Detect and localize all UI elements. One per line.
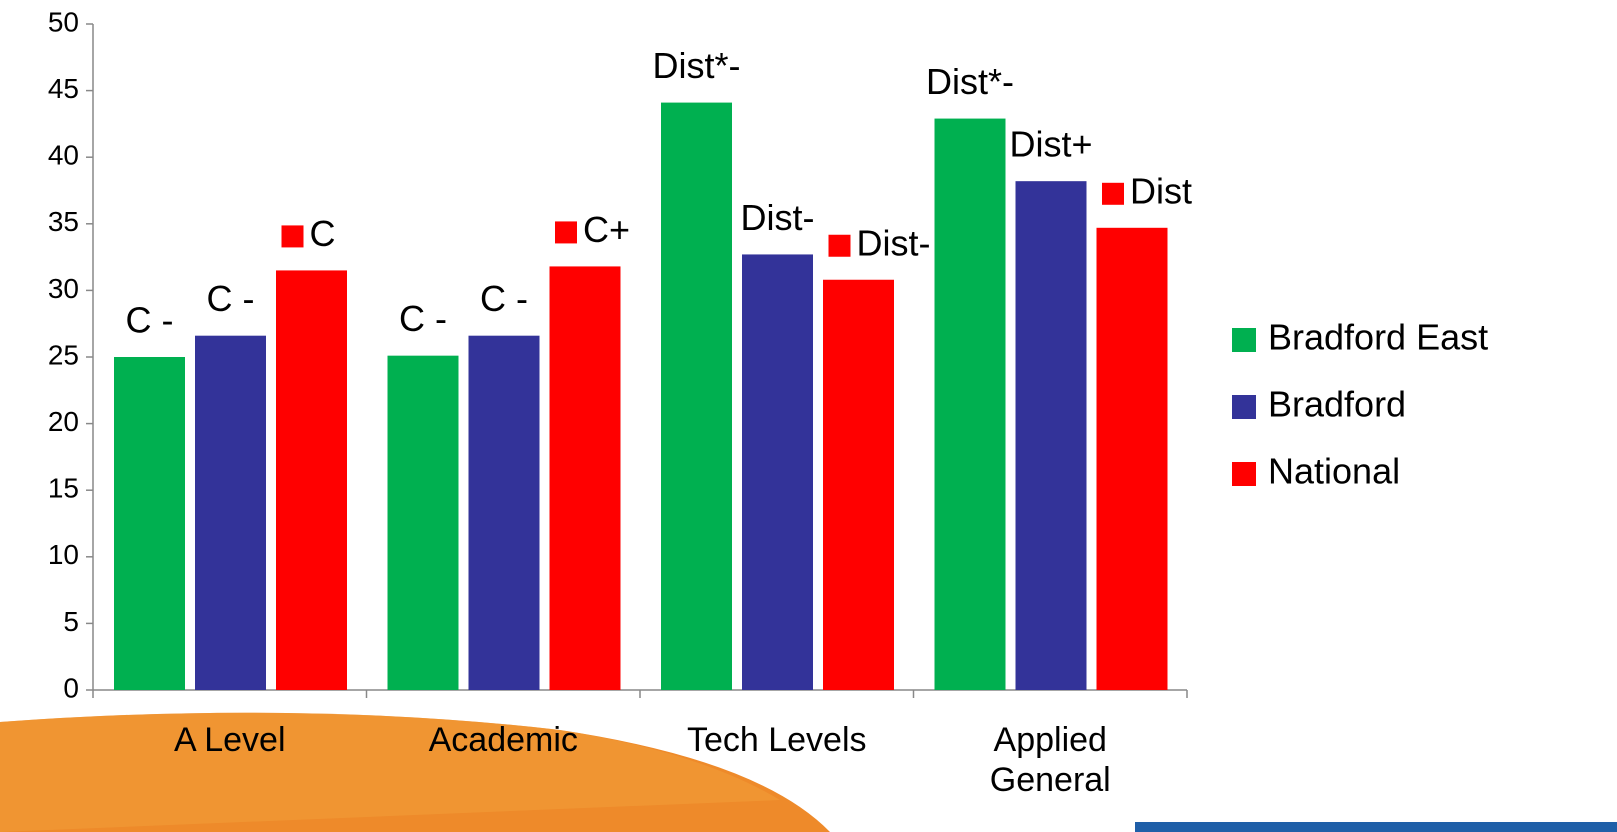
value-label: Dist*-: [926, 61, 1014, 102]
value-label: C+: [583, 209, 630, 250]
value-label: Dist-: [741, 197, 815, 238]
legend-key: [1232, 328, 1256, 352]
legend-label: Bradford East: [1268, 317, 1488, 358]
bar: [661, 102, 732, 690]
y-tick-label: 20: [48, 406, 79, 437]
y-tick-label: 5: [63, 606, 79, 637]
y-tick-label: 10: [48, 539, 79, 570]
bar: [468, 335, 540, 690]
y-tick-label: 45: [48, 73, 79, 104]
decor-bar: [1135, 822, 1617, 832]
bar: [742, 254, 813, 690]
x-tick-label: Academic: [428, 721, 578, 759]
value-label-key: [281, 225, 304, 248]
y-tick-label: 35: [48, 206, 79, 237]
bar: [823, 279, 894, 690]
bar: [1096, 227, 1168, 690]
legend-key: [1232, 462, 1256, 486]
legend-label: National: [1268, 451, 1400, 492]
bar: [387, 355, 459, 690]
y-tick-label: 25: [48, 339, 79, 370]
value-label: C -: [126, 300, 174, 341]
value-label: C -: [399, 298, 447, 339]
bar: [1015, 181, 1087, 690]
value-label: C: [310, 213, 336, 254]
y-tick-label: 30: [48, 273, 79, 304]
value-label: Dist+: [1009, 124, 1092, 165]
x-tick-label: Applied General: [989, 721, 1111, 799]
value-label-key: [828, 234, 851, 257]
value-label: Dist*-: [653, 45, 741, 86]
decor-swoosh-light: [0, 712, 780, 832]
bar: [276, 270, 347, 690]
x-tick-label: Tech Levels: [686, 721, 867, 759]
value-label-key: [1102, 182, 1124, 205]
bar: [114, 357, 185, 690]
value-label: C -: [480, 278, 528, 319]
y-tick-label: 0: [63, 672, 79, 703]
legend-key: [1232, 395, 1256, 419]
y-tick-label: 40: [48, 140, 79, 171]
bar: [195, 335, 266, 690]
bar: [549, 266, 621, 690]
value-label: Dist-: [857, 222, 931, 263]
value-label: C -: [207, 278, 255, 319]
bar: [934, 118, 1006, 690]
value-label: Dist: [1130, 170, 1192, 211]
legend-label: Bradford: [1268, 384, 1406, 425]
y-tick-label: 50: [48, 6, 79, 37]
x-tick-label: A Level: [173, 721, 286, 759]
value-label-key: [555, 221, 577, 244]
y-tick-label: 15: [48, 473, 79, 504]
